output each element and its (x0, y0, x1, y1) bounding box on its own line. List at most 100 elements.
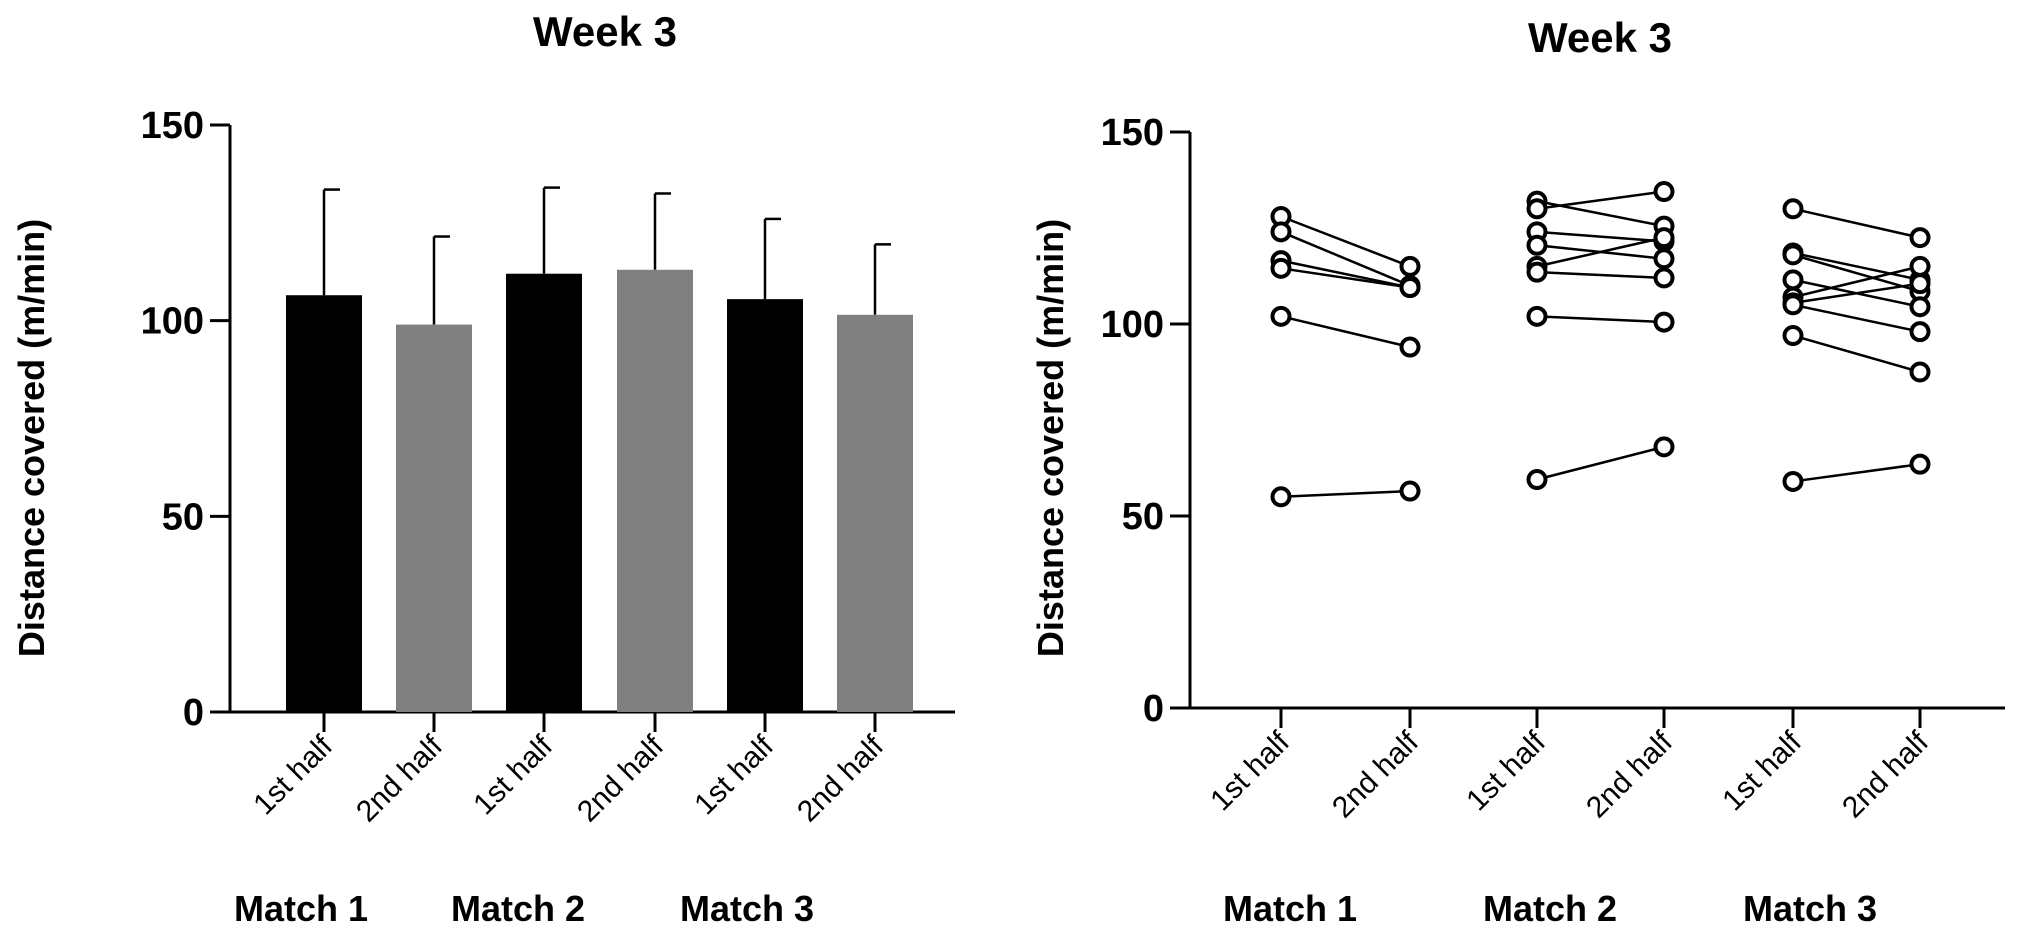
data-point (1270, 257, 1292, 279)
bar (286, 295, 362, 712)
right-y-tick-label: 150 (1101, 112, 1164, 154)
data-point (1909, 453, 1931, 475)
paired-line (1792, 462, 1921, 483)
paired-line (1536, 230, 1665, 243)
right-x-tick-label: 1st half (1204, 725, 1296, 817)
data-point (1909, 255, 1931, 277)
paired-plot-points (1270, 181, 1931, 508)
data-point (1782, 325, 1804, 347)
paired-line (1792, 265, 1921, 299)
bar (837, 314, 913, 712)
data-point (1653, 227, 1675, 249)
paired-plot-y-axis-label: Distance covered (m/min) (1030, 219, 1071, 657)
left-group-label: Match 1 (234, 888, 368, 929)
paired-plot-y-ticks: 0 50 100 150 (1101, 112, 1190, 730)
right-x-tick-label: 2nd half (1836, 725, 1935, 824)
paired-line (1536, 270, 1665, 280)
paired-line (1792, 251, 1921, 282)
left-x-tick-label: 2nd half (350, 729, 449, 828)
bar-chart-panel: Week 3 Distance covered (m/min) 0 50 100 15… (11, 8, 955, 929)
left-x-tick-label: 2nd half (791, 729, 890, 828)
data-point (1909, 273, 1931, 295)
bar (396, 324, 472, 712)
paired-plot-x-ticks: 1st half 2nd half 1st half 2nd half 1st half… (1204, 708, 1935, 824)
right-x-tick-label: 1st half (1716, 725, 1808, 817)
data-point (1399, 480, 1421, 502)
paired-line (1792, 303, 1921, 333)
data-point (1526, 198, 1548, 220)
paired-line (1536, 445, 1665, 481)
bar-chart-y-axis-label: Distance covered (m/min) (11, 219, 52, 657)
left-group-label: Match 2 (451, 888, 585, 929)
left-y-tick-label: 50 (162, 496, 204, 538)
right-x-tick-label: 2nd half (1326, 725, 1425, 824)
left-x-tick-label: 1st half (467, 729, 559, 821)
paired-line (1536, 315, 1665, 324)
bar (727, 299, 803, 712)
right-x-tick-label: 1st half (1460, 725, 1552, 817)
data-point (1526, 305, 1548, 327)
data-point (1909, 321, 1931, 343)
data-point (1653, 311, 1675, 333)
paired-line (1792, 334, 1921, 374)
data-point (1399, 255, 1421, 277)
left-group-label: Match 3 (680, 888, 814, 929)
paired-line (1536, 199, 1665, 228)
data-point (1653, 248, 1675, 270)
right-y-tick-label: 50 (1122, 496, 1164, 538)
data-point (1782, 244, 1804, 266)
data-point (1909, 361, 1931, 383)
data-point (1399, 277, 1421, 299)
data-point (1653, 267, 1675, 289)
paired-line (1280, 259, 1411, 289)
paired-plot-group-labels: Match 1 Match 2 Match 3 (1223, 888, 1877, 929)
paired-line (1280, 230, 1411, 287)
paired-line (1280, 267, 1411, 289)
paired-plot-lines (1280, 190, 1921, 499)
right-y-tick-label: 0 (1143, 688, 1164, 730)
data-point (1526, 469, 1548, 491)
paired-line (1280, 315, 1411, 349)
right-y-tick-label: 100 (1101, 304, 1164, 346)
data-point (1653, 436, 1675, 458)
bar (506, 273, 582, 712)
left-y-tick-label: 0 (183, 692, 204, 734)
left-x-tick-label: 2nd half (571, 729, 670, 828)
bar-chart-bars (286, 269, 913, 712)
data-point (1270, 221, 1292, 243)
data-point (1782, 470, 1804, 492)
data-point (1399, 336, 1421, 358)
data-point (1782, 294, 1804, 316)
left-x-tick-label: 1st half (247, 729, 339, 821)
data-point (1653, 181, 1675, 203)
paired-line (1536, 190, 1665, 211)
paired-line (1536, 236, 1665, 268)
data-point (1526, 261, 1548, 283)
right-group-label: Match 2 (1483, 888, 1617, 929)
data-point (1270, 305, 1292, 327)
data-point (1270, 486, 1292, 508)
bar-chart-x-ticks: 1st half 2nd half 1st half 2nd half 1st half… (247, 712, 890, 828)
bar-chart-y-ticks: 0 50 100 150 (141, 105, 230, 734)
data-point (1909, 227, 1931, 249)
paired-line (1280, 489, 1411, 499)
data-point (1909, 296, 1931, 318)
bar (617, 269, 693, 712)
bar-chart-error-bars (322, 186, 891, 325)
paired-plot-title: Week 3 (1528, 14, 1672, 61)
bar-chart-title: Week 3 (533, 8, 677, 55)
left-x-tick-label: 1st half (688, 729, 780, 821)
paired-line (1792, 253, 1921, 293)
left-y-tick-label: 100 (141, 301, 204, 343)
data-point (1526, 234, 1548, 256)
right-group-label: Match 3 (1743, 888, 1877, 929)
right-x-tick-label: 2nd half (1580, 725, 1679, 824)
paired-plot-panel: Week 3 Distance covered (m/min) 0 50 100 15… (1030, 14, 2005, 929)
bar-chart-group-labels: Match 1 Match 2 Match 3 (234, 888, 814, 929)
left-y-tick-label: 150 (141, 105, 204, 147)
right-group-label: Match 1 (1223, 888, 1357, 929)
paired-line (1280, 215, 1411, 268)
data-point (1782, 198, 1804, 220)
data-point (1782, 269, 1804, 291)
